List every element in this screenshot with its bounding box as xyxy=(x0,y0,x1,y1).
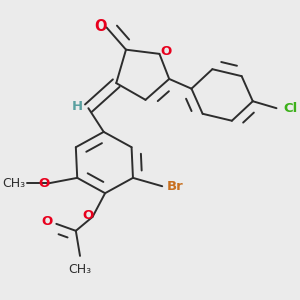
Text: Br: Br xyxy=(167,180,184,193)
Text: O: O xyxy=(160,45,171,58)
Text: CH₃: CH₃ xyxy=(68,263,92,276)
Text: O: O xyxy=(83,209,94,222)
Text: O: O xyxy=(94,19,106,34)
Text: Cl: Cl xyxy=(284,102,298,115)
Text: CH₃: CH₃ xyxy=(2,177,26,190)
Text: H: H xyxy=(72,100,83,113)
Text: O: O xyxy=(41,215,52,228)
Text: O: O xyxy=(38,177,50,190)
